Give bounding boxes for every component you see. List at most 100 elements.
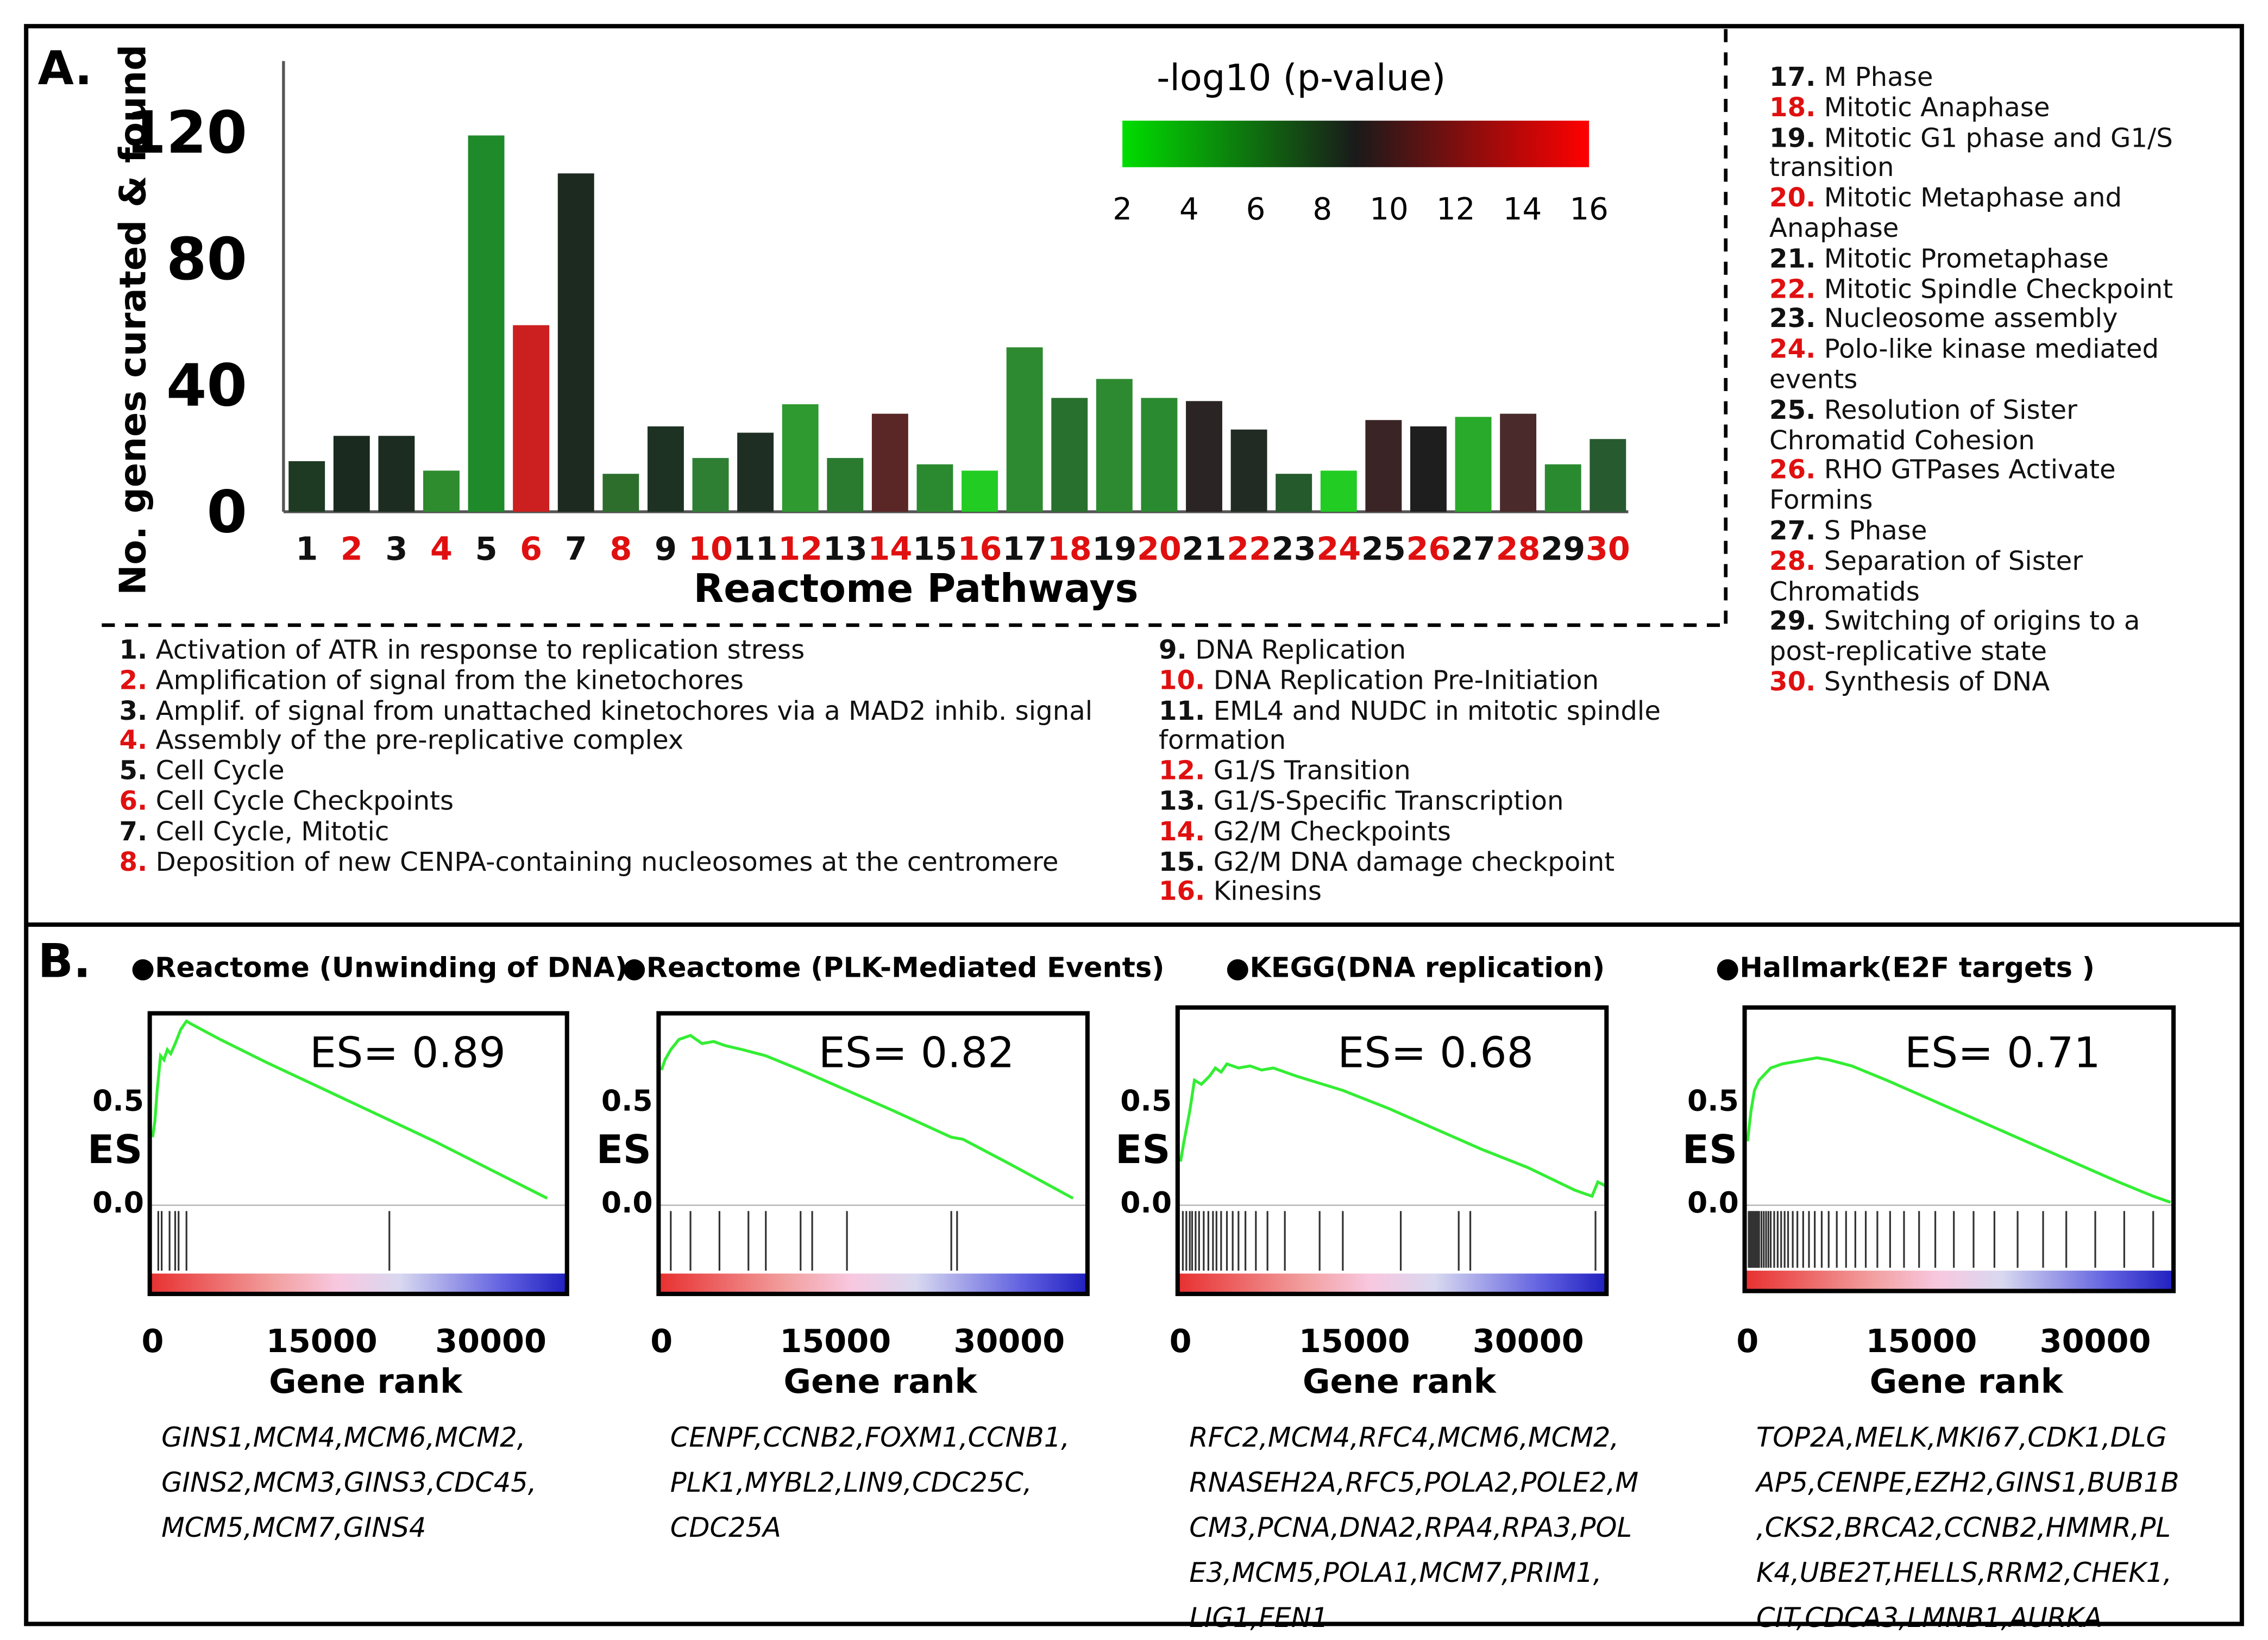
legend-text: Activation of ATR in response to replica… bbox=[155, 635, 805, 666]
legend-item: 20. Mitotic Metaphase and Anaphase bbox=[1769, 184, 2206, 245]
colorbar-tick-label: 8 bbox=[1312, 192, 1332, 227]
legend-item: 2. Amplification of signal from the kine… bbox=[119, 665, 1166, 698]
y-tick-label: 0.0 bbox=[1120, 1185, 1172, 1220]
legend-item: 3. Amplif. of signal from unattached kin… bbox=[119, 695, 1166, 728]
x-tick-label: 30000 bbox=[435, 1322, 546, 1360]
x-tick-label: 15000 bbox=[266, 1322, 378, 1360]
bar bbox=[1590, 439, 1626, 512]
gene-list: GINS2,MCM3,GINS3,CDC45, bbox=[161, 1467, 536, 1498]
legend-text: Synthesis of DNA bbox=[1824, 667, 2050, 698]
legend-number: 14. bbox=[1159, 816, 1205, 847]
y-axis-label: ES bbox=[1115, 1127, 1170, 1173]
bar bbox=[557, 173, 594, 512]
legend-number: 5. bbox=[119, 756, 148, 787]
bar bbox=[1096, 379, 1133, 512]
legend-number: 26. bbox=[1769, 455, 1816, 486]
legend-text: M Phase bbox=[1824, 62, 1933, 93]
legend-number: 15. bbox=[1159, 847, 1205, 878]
plot-frame bbox=[147, 1011, 569, 1296]
x-tick-label: 8 bbox=[610, 530, 632, 567]
y-tick-label: 0 bbox=[206, 479, 247, 546]
colorbar-title: -log10 (p-value) bbox=[1157, 56, 1446, 99]
bar bbox=[1365, 420, 1402, 512]
x-tick-label: 12 bbox=[778, 530, 822, 567]
bar bbox=[1544, 464, 1581, 512]
legend-number: 21. bbox=[1769, 244, 1816, 275]
legend-number: 19. bbox=[1769, 123, 1816, 154]
legend-item: 13. G1/S-Specific Transcription bbox=[1159, 786, 1718, 819]
bar bbox=[602, 474, 639, 512]
y-tick-label: 0.5 bbox=[1120, 1084, 1172, 1118]
legend-text: Polo-like kinase mediated events bbox=[1769, 335, 2159, 395]
legend-text: S Phase bbox=[1824, 516, 1927, 547]
x-tick-label: 29 bbox=[1541, 530, 1585, 567]
legend-number: 3. bbox=[119, 695, 148, 727]
legend-number: 1. bbox=[119, 635, 148, 666]
legend-column: 1. Activation of ATR in response to repl… bbox=[119, 635, 1166, 878]
colorbar-tick-label: 2 bbox=[1113, 192, 1132, 227]
x-tick-label: 0 bbox=[142, 1322, 164, 1360]
colorbar-tick-label: 6 bbox=[1246, 192, 1266, 227]
y-tick-label: 120 bbox=[126, 99, 247, 167]
gene-list: GINS1,MCM4,MCM6,MCM2, bbox=[161, 1422, 525, 1453]
y-tick-label: 80 bbox=[166, 226, 247, 293]
legend-text: Assembly of the pre-replicative complex bbox=[155, 726, 684, 757]
x-tick-label: 0 bbox=[1170, 1322, 1192, 1360]
x-tick-label: 30000 bbox=[1473, 1322, 1584, 1360]
bar bbox=[962, 470, 998, 512]
legend-number: 13. bbox=[1159, 786, 1205, 818]
plot-title: ●Reactome (PLK-Mediated Events) bbox=[622, 951, 1164, 983]
bar bbox=[333, 436, 370, 512]
legend-item: 15. G2/M DNA damage checkpoint bbox=[1159, 847, 1718, 879]
legend-number: 12. bbox=[1159, 756, 1205, 787]
legend-text: Kinesins bbox=[1213, 877, 1322, 908]
rank-bar bbox=[1744, 1271, 2174, 1290]
x-tick-label: 15 bbox=[913, 530, 957, 567]
x-tick-label: 10 bbox=[688, 530, 733, 567]
legend-text: Amplif. of signal from unattached kineto… bbox=[155, 695, 1093, 727]
legend-item: 12. G1/S Transition bbox=[1159, 756, 1718, 788]
legend-number: 24. bbox=[1769, 335, 1816, 366]
x-tick-label: 15000 bbox=[780, 1322, 891, 1360]
plot-title: ●Hallmark(E2F targets ) bbox=[1716, 951, 2095, 983]
legend-item: 28. Separation of Sister Chromatids bbox=[1769, 546, 2206, 608]
y-tick-label: 40 bbox=[166, 353, 247, 420]
x-tick-label: 15000 bbox=[1866, 1322, 1977, 1360]
legend-text: Separation of Sister Chromatids bbox=[1769, 546, 2083, 607]
legend-item: 4. Assembly of the pre-replicative compl… bbox=[119, 726, 1166, 758]
gene-list: AP5,CENPE,EZH2,GINS1,BUB1B bbox=[1755, 1467, 2179, 1498]
legend-text: DNA Replication Pre-Initiation bbox=[1213, 665, 1599, 696]
x-tick-label: 21 bbox=[1182, 530, 1227, 567]
bar bbox=[378, 436, 415, 512]
bar bbox=[1051, 398, 1088, 512]
gene-list: E3,MCM5,POLA1,MCM7,PRIM1, bbox=[1189, 1557, 1601, 1588]
plot-title: ●Reactome (Unwinding of DNA) bbox=[131, 951, 627, 983]
x-tick-label: 30 bbox=[1586, 530, 1630, 567]
legend-text: Cell Cycle Checkpoints bbox=[155, 786, 454, 818]
bar bbox=[1410, 426, 1447, 512]
bar bbox=[1186, 401, 1222, 512]
x-tick-label: 17 bbox=[1002, 530, 1047, 567]
legend-item: 21. Mitotic Prometaphase bbox=[1769, 244, 2206, 276]
legend-item: 22. Mitotic Spindle Checkpoint bbox=[1769, 274, 2206, 306]
bar bbox=[916, 464, 953, 512]
x-tick-label: 7 bbox=[565, 530, 587, 567]
rank-bar bbox=[658, 1273, 1088, 1293]
legend-number: 10. bbox=[1159, 665, 1205, 696]
x-tick-label: 4 bbox=[430, 530, 453, 567]
y-tick-label: 0.5 bbox=[1687, 1084, 1739, 1118]
bar bbox=[871, 413, 908, 512]
bar bbox=[1230, 429, 1267, 512]
es-curve bbox=[660, 1034, 1074, 1200]
legend-text: G1/S-Specific Transcription bbox=[1213, 786, 1564, 818]
legend-text: Nucleosome assembly bbox=[1824, 304, 2118, 335]
legend-item: 17. M Phase bbox=[1769, 62, 2206, 95]
legend-text: G2/M DNA damage checkpoint bbox=[1213, 847, 1615, 878]
legend-column: 17. M Phase 18. Mitotic Anaphase 19. Mitot… bbox=[1769, 62, 2206, 699]
x-tick-label: 2 bbox=[341, 530, 363, 567]
plot-frame bbox=[1175, 1005, 1609, 1296]
bar bbox=[782, 404, 819, 512]
legend-text: Amplification of signal from the kinetoc… bbox=[155, 665, 744, 696]
legend-number: 22. bbox=[1769, 274, 1816, 305]
